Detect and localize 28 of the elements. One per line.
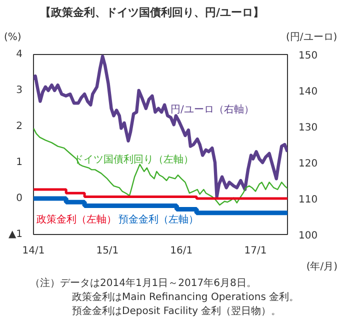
x-tick-label: 17/1 [244, 246, 267, 256]
line-series [34, 54, 288, 198]
y2-tick-label: 100 [298, 230, 318, 242]
y2-tick-label: 130 [298, 122, 318, 134]
x-axis-title: (年/月) [306, 260, 338, 272]
y-tick-label: 4 [16, 49, 23, 60]
series-label: 預金金利（左軸） [118, 214, 198, 226]
x-tick-label: 14/1 [22, 246, 45, 256]
y2-axis-title: (円/ユーロ) [286, 31, 338, 45]
y-tick-label: 2 [16, 121, 23, 132]
y-tick-label: 1 [16, 157, 23, 168]
series-label: 円/ユーロ（右軸） [170, 104, 254, 116]
x-tick-label: 16/1 [170, 246, 193, 256]
y2-tick-label: 140 [298, 86, 318, 98]
text: 政策金利はMain Refinancing Operations 金利。 [71, 291, 300, 305]
text: （注）データは2014年1月1日～2017年6月8日。 [30, 277, 258, 291]
y-axis-title: (%) [4, 31, 22, 45]
series-label: 政策金利（左軸） [36, 214, 116, 226]
y2-tick-label: 110 [298, 194, 318, 206]
y2-tick-label: 150 [298, 50, 318, 62]
y-tick-label: 3 [16, 85, 23, 96]
y2-tick-label: 120 [298, 158, 318, 170]
line-series [34, 128, 288, 206]
y-tick-label: ▲1 [8, 229, 23, 240]
text: 預金金利はDeposit Facility 金利（翌日物）。 [71, 305, 282, 319]
y-tick-label: 0 [16, 193, 23, 204]
chart-title: 【政策金利、ドイツ国債利回り、円/ユーロ】 [40, 5, 264, 21]
x-tick-label: 15/1 [96, 246, 119, 256]
